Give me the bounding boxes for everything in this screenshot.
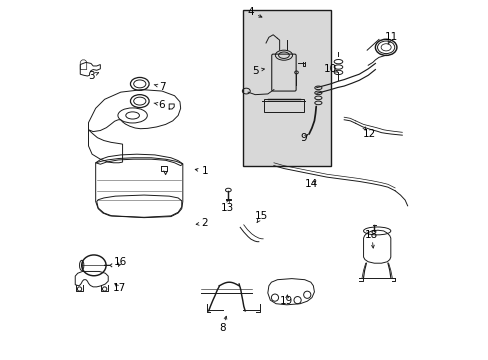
Text: 10: 10: [324, 64, 336, 74]
Text: 12: 12: [362, 129, 375, 139]
Text: 9: 9: [300, 133, 306, 143]
Text: 11: 11: [384, 32, 397, 41]
Bar: [242, 10, 330, 166]
Text: 19: 19: [280, 296, 293, 306]
Text: 13: 13: [220, 203, 233, 213]
Text: 18: 18: [365, 230, 378, 239]
Text: 16: 16: [114, 257, 127, 267]
Text: 6: 6: [159, 100, 165, 110]
Text: 14: 14: [305, 179, 318, 189]
Text: 3: 3: [87, 71, 94, 81]
Text: 2: 2: [202, 218, 208, 228]
Text: 8: 8: [219, 323, 226, 333]
Text: 17: 17: [113, 283, 126, 293]
Bar: [264, 99, 303, 112]
Text: 7: 7: [159, 82, 165, 92]
Text: 4: 4: [247, 7, 254, 17]
Text: 1: 1: [202, 166, 208, 176]
Text: 5: 5: [251, 66, 258, 76]
Text: 15: 15: [255, 211, 268, 221]
